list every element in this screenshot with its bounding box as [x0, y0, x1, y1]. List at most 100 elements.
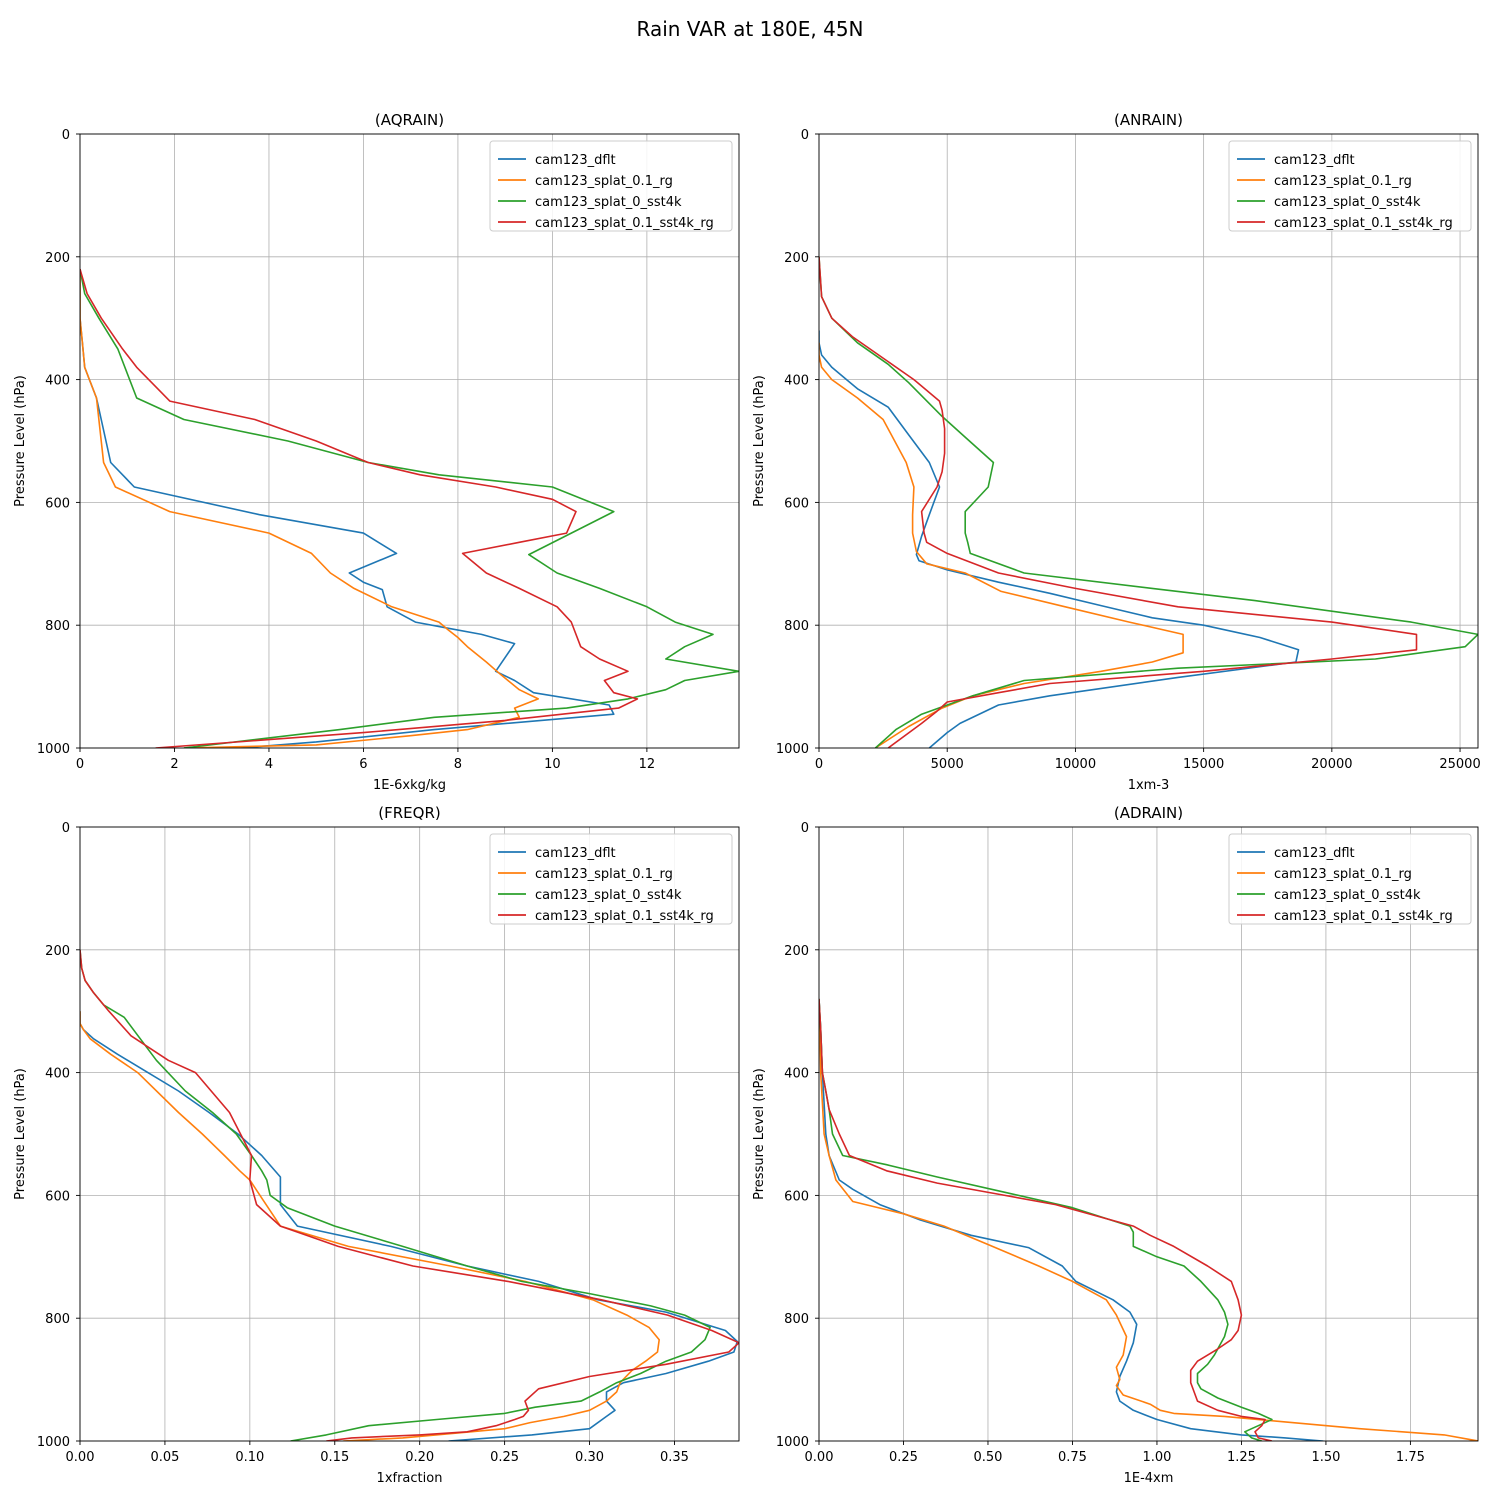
y-tick-label: 400 [45, 374, 70, 389]
panel-title: (FREQR) [378, 804, 440, 822]
y-tick-label: 1000 [37, 1435, 70, 1450]
x-tick-label: 0.35 [660, 1450, 689, 1465]
series-line-cam123_dflt [819, 998, 1327, 1441]
series-group [80, 268, 739, 748]
x-tick-label: 4 [265, 757, 273, 772]
y-tick-label: 0 [801, 128, 809, 143]
legend-label: cam123_splat_0.1_sst4k_rg [1274, 909, 1453, 924]
legend-label: cam123_dflt [535, 153, 616, 168]
x-tick-label: 20000 [1311, 757, 1352, 772]
series-group [819, 998, 1478, 1441]
legend-label: cam123_splat_0.1_rg [535, 867, 673, 882]
y-axis-label: Pressure Level (hPa) [752, 375, 767, 507]
legend-label: cam123_dflt [535, 846, 616, 861]
series-line-cam123_dflt [819, 330, 1300, 748]
legend-label: cam123_splat_0.1_sst4k_rg [535, 216, 714, 231]
x-tick-label: 10 [544, 757, 561, 772]
x-tick-label: 0.25 [889, 1450, 918, 1465]
series-group [819, 256, 1478, 748]
panels: 0 2 4 6 8 10 12 0 200 400 600 800 1000 (AQRAIN) 1E-6xk… [13, 111, 1481, 1486]
axes-frame [79, 826, 740, 1442]
legend-box [1228, 833, 1472, 925]
y-tick-label: 1000 [776, 742, 809, 757]
y-tick-label: 400 [784, 374, 809, 389]
y-tick-label: 400 [784, 1067, 809, 1082]
x-tick-label: 8 [454, 757, 462, 772]
axes-frame [818, 826, 1479, 1442]
series-line-cam123_splat_0_sst4k [80, 949, 711, 1441]
y-tick-label: 800 [45, 1312, 70, 1327]
x-tick-label: 1.75 [1396, 1450, 1425, 1465]
x-tick-label: 0.25 [490, 1450, 519, 1465]
x-tick-label: 0 [815, 757, 823, 772]
series-line-cam123_splat_0_sst4k [80, 268, 739, 748]
series-line-cam123_splat_0_sst4k [819, 998, 1273, 1441]
legend-label: cam123_splat_0_sst4k [535, 195, 682, 210]
series-group [80, 949, 739, 1441]
y-axis-label: Pressure Level (hPa) [13, 1068, 28, 1200]
y-tick-label: 0 [62, 128, 70, 143]
y-tick-label: 200 [784, 251, 809, 266]
x-axis-label: 1E-6xkg/kg [373, 778, 446, 793]
x-axis-label: 1xfraction [377, 1471, 443, 1486]
y-tick-label: 0 [801, 821, 809, 836]
x-tick-label: 15000 [1183, 757, 1224, 772]
x-axis-label: 1E-4xm [1124, 1471, 1174, 1486]
x-tick-label: 6 [359, 757, 367, 772]
legend-label: cam123_splat_0.1_sst4k_rg [1274, 216, 1453, 231]
legend: cam123_dflt cam123_splat_0.1_rg cam123_spl… [1228, 833, 1472, 925]
legend-box [489, 140, 733, 232]
y-tick-label: 1000 [776, 1435, 809, 1450]
y-tick-label: 200 [784, 944, 809, 959]
y-tick-label: 800 [784, 1312, 809, 1327]
panel-3: 0.00 0.05 0.10 0.15 0.20 0.25 0.30 0.35 0 200 400 6… [13, 804, 740, 1486]
series-line-cam123_splat_0.1_sst4k_rg [819, 256, 1418, 748]
legend-label: cam123_dflt [1274, 846, 1355, 861]
legend-label: cam123_splat_0.1_rg [1274, 867, 1412, 882]
y-tick-label: 600 [45, 1189, 70, 1204]
x-tick-label: 25000 [1439, 757, 1480, 772]
legend-label: cam123_splat_0_sst4k [1274, 888, 1421, 903]
panel-title: (AQRAIN) [375, 111, 444, 129]
y-tick-label: 800 [45, 619, 70, 634]
legend-box [489, 833, 733, 925]
y-tick-label: 0 [62, 821, 70, 836]
y-axis-label: Pressure Level (hPa) [13, 375, 28, 507]
legend-label: cam123_splat_0.1_sst4k_rg [535, 909, 714, 924]
x-tick-label: 5000 [931, 757, 964, 772]
series-line-cam123_splat_0.1_sst4k_rg [80, 268, 639, 748]
series-line-cam123_splat_0.1_sst4k_rg [80, 949, 739, 1441]
y-tick-label: 600 [784, 1189, 809, 1204]
x-tick-label: 2 [170, 757, 178, 772]
x-tick-label: 0.75 [1058, 1450, 1087, 1465]
y-tick-label: 800 [784, 619, 809, 634]
x-tick-label: 0.10 [235, 1450, 264, 1465]
x-tick-label: 1.00 [1142, 1450, 1171, 1465]
series-line-cam123_splat_0_sst4k [819, 256, 1478, 748]
legend-box [1228, 140, 1472, 232]
y-tick-label: 200 [45, 251, 70, 266]
axes-frame [818, 133, 1479, 749]
y-axis-label: Pressure Level (hPa) [752, 1068, 767, 1200]
y-tick-label: 600 [45, 496, 70, 511]
axes-frame [79, 133, 740, 749]
legend-label: cam123_splat_0.1_rg [535, 174, 673, 189]
legend-label: cam123_splat_0_sst4k [535, 888, 682, 903]
legend: cam123_dflt cam123_splat_0.1_rg cam123_spl… [1228, 140, 1472, 232]
legend-label: cam123_splat_0.1_rg [1274, 174, 1412, 189]
x-tick-label: 0.05 [150, 1450, 179, 1465]
y-tick-label: 400 [45, 1067, 70, 1082]
x-tick-label: 0.00 [66, 1450, 95, 1465]
legend-label: cam123_dflt [1274, 153, 1355, 168]
x-tick-label: 0 [76, 757, 84, 772]
y-tick-label: 1000 [37, 742, 70, 757]
figure-title: Rain VAR at 180E, 45N [636, 17, 863, 41]
series-line-cam123_splat_0.1_rg [819, 342, 1184, 748]
x-tick-label: 12 [639, 757, 656, 772]
x-tick-label: 1.25 [1227, 1450, 1256, 1465]
x-tick-label: 0.20 [405, 1450, 434, 1465]
panel-title: (ADRAIN) [1114, 804, 1183, 822]
legend-label: cam123_splat_0_sst4k [1274, 195, 1421, 210]
series-line-cam123_splat_0.1_sst4k_rg [819, 998, 1273, 1441]
